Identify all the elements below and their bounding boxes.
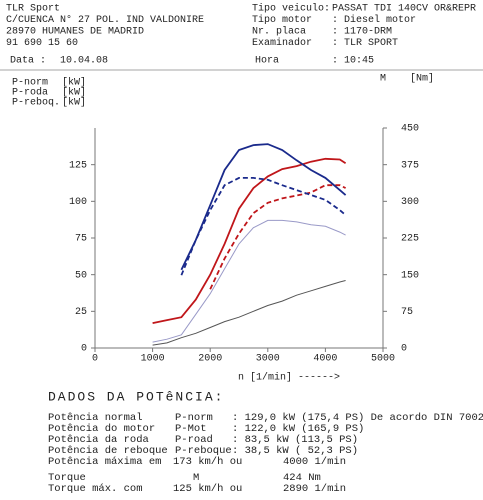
results-cell: : 129,0 kW (175,4 PS) De acordo DIN 7002…: [232, 412, 483, 424]
x-tick-label: 0: [92, 354, 98, 365]
results-cell: Potência do motor: [48, 423, 155, 435]
results-cell: P-road: [175, 434, 213, 446]
y2-tick-label: 75: [401, 307, 413, 318]
vehicle-label: Nr. placa: [252, 26, 306, 38]
results-cell: Torque: [48, 472, 86, 484]
y-tick-label: 25: [75, 307, 87, 318]
results-cell: Potência máxima em: [48, 456, 161, 468]
legend-unit: [kW]: [62, 87, 86, 99]
results-cell: Potência normal: [48, 412, 143, 424]
legend-label: P-reboq.: [12, 97, 60, 109]
time-label: Hora: [255, 56, 279, 67]
y2-tick-label: 225: [401, 234, 419, 245]
x-tick-label: 1000: [141, 354, 165, 365]
results-cell: Potência da roda: [48, 434, 149, 446]
legend-label: P-roda: [12, 87, 48, 99]
results-cell: 424 Nm: [283, 472, 321, 484]
x-axis-label: n [1/min] ------>: [238, 372, 340, 384]
legend-unit: [kW]: [62, 77, 86, 89]
x-tick-label: 4000: [313, 354, 337, 365]
right-axis-unit: [Nm]: [410, 73, 434, 85]
vehicle-value: : Diesel motor: [332, 14, 416, 26]
vehicle-label: Examinador: [252, 37, 312, 49]
results-cell: : 83,5 kW (113,5 PS): [232, 434, 358, 446]
y2-tick-label: 300: [401, 197, 419, 208]
company-line: C/CUENCA N° 27 POL. IND VALDONIRE: [6, 14, 204, 26]
results-cell: 125 km/h ou: [173, 483, 242, 495]
results-cell: P-reboque: [175, 445, 232, 457]
series-line: [180, 143, 347, 271]
legend-label: P-norm: [12, 78, 48, 89]
vehicle-label: Tipo veiculo:: [252, 3, 330, 15]
y-tick-label: 50: [75, 270, 87, 281]
company-line: 91 690 15 60: [6, 38, 78, 49]
results-cell: : 122,0 kW (165,9 PS): [232, 423, 364, 435]
results-cell: Torque máx. com: [48, 483, 143, 495]
series-line: [180, 177, 347, 276]
y2-tick-label: 375: [401, 160, 419, 171]
vehicle-value: : 1170-DRM: [332, 27, 392, 38]
results-cell: 4000 1/min: [283, 456, 346, 468]
results-cell: Potência de reboque: [48, 445, 168, 457]
y2-tick-label: 150: [401, 270, 419, 281]
series-line: [209, 184, 347, 290]
y2-tick-label: 0: [401, 344, 407, 355]
vehicle-value: : TLR SPORT: [332, 38, 398, 49]
x-tick-label: 3000: [256, 354, 280, 365]
results-cell: P-norm: [175, 412, 213, 424]
results-title: DADOS DA POTêNCIA:: [48, 389, 224, 404]
right-axis-label: M: [380, 74, 386, 85]
company-line: TLR Sport: [6, 4, 60, 15]
results-cell: 2890 1/min: [283, 483, 346, 495]
results-cell: P-Mot: [175, 423, 207, 435]
date-label: Data :: [10, 56, 46, 67]
series-line: [152, 280, 346, 346]
results-cell: M: [193, 472, 199, 484]
y2-tick-label: 450: [401, 124, 419, 135]
date-value: 10.04.08: [60, 56, 108, 67]
legend-unit: [kW]: [62, 97, 86, 109]
y-tick-label: 75: [75, 234, 87, 245]
company-line: 28970 HUMANES DE MADRID: [6, 27, 144, 38]
vehicle-value: PASSAT TDI 140CV OR&REPR: [332, 4, 476, 15]
y-tick-label: 125: [69, 160, 87, 171]
results-cell: 173 km/h ou: [173, 456, 242, 468]
y-tick-label: 100: [69, 197, 87, 208]
x-tick-label: 5000: [371, 354, 395, 365]
series-line: [152, 219, 346, 343]
y-tick-label: 0: [81, 344, 87, 355]
time-value: : 10:45: [332, 56, 374, 67]
series-line: [152, 157, 347, 324]
x-tick-label: 2000: [198, 354, 222, 365]
results-cell: : 38,5 kW ( 52,3 PS): [232, 445, 358, 457]
vehicle-label: Tipo motor: [252, 14, 312, 26]
